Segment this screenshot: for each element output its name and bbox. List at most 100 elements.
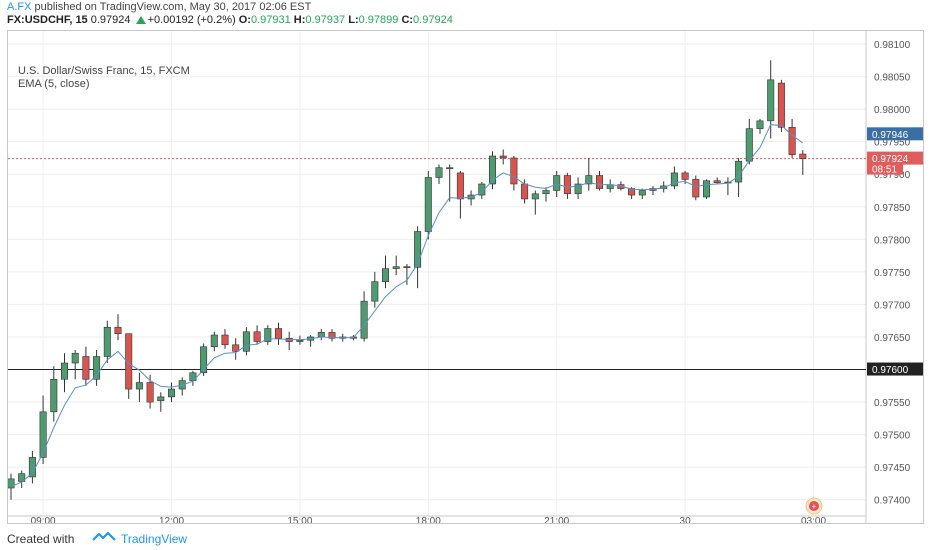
candle-body [446, 167, 454, 170]
y-tick-label: 0.97850 [874, 203, 911, 214]
candle-body [777, 82, 785, 128]
close-label: C: [401, 14, 414, 26]
symbol-label: FX:USDCHF, 15 [7, 14, 88, 26]
candle-body [328, 332, 336, 339]
hline-price-tag: 0.97600 [872, 365, 909, 376]
y-tick-label: 0.97900 [874, 170, 911, 181]
x-tick-label: 12:00 [159, 516, 184, 524]
open-value: 0.97931 [250, 14, 291, 26]
candle-body [403, 266, 411, 268]
low-value: 0.97899 [358, 14, 399, 26]
up-arrow-icon [135, 16, 146, 24]
candle-body [103, 326, 111, 357]
candle-body [799, 153, 807, 159]
footer: Created with TradingView [0, 526, 932, 550]
countdown-label: 08:51 [872, 165, 897, 176]
y-tick-label: 0.97950 [874, 138, 911, 149]
alert-marker-icon [809, 501, 819, 511]
x-tick-label: 15:00 [287, 516, 312, 524]
high-label: H: [293, 14, 306, 26]
candle-body [531, 193, 539, 200]
candle-body [381, 268, 389, 282]
candle-body [60, 362, 68, 380]
ohlc-line: FX:USDCHF, 15 0.97924 +0.00192 (+0.2%) O… [7, 14, 453, 26]
candle-body [595, 175, 603, 189]
ema-price-tag: 0.97946 [872, 130, 909, 141]
candle-body [424, 177, 432, 232]
candle-body [360, 300, 368, 339]
candle-body [478, 183, 486, 196]
y-tick-label: 0.97800 [874, 235, 911, 246]
candle-body [628, 188, 636, 196]
high-value: 0.97937 [305, 14, 346, 26]
candle-body [735, 160, 743, 183]
close-value: 0.97924 [413, 14, 453, 26]
candle-body [28, 457, 36, 478]
candle-body [125, 333, 133, 390]
publish-info: A.FX published on TradingView.com, May 3… [7, 1, 311, 13]
candle-body [253, 331, 261, 342]
x-tick-label: 18:00 [416, 516, 441, 524]
candle-body [8, 478, 15, 489]
candle-body [563, 175, 571, 195]
y-tick-label: 0.97550 [874, 398, 911, 409]
candle-body [713, 180, 721, 183]
candle-body [435, 167, 443, 178]
candle-body [638, 190, 646, 196]
y-tick-label: 0.97450 [874, 463, 911, 474]
legend-indicator: EMA (5, close) [18, 78, 90, 90]
candle-body [50, 378, 58, 413]
ema-price-tag-bg [867, 127, 923, 141]
candle-body [39, 411, 47, 458]
candle-body [82, 356, 90, 380]
x-tick-label: 21:00 [544, 516, 569, 524]
candle-body [788, 127, 796, 155]
candlestick-chart[interactable]: 0.97400 0.97450 0.97500 0.97550 0.97600 0.976… [8, 31, 924, 524]
y-tick-label: 0.97500 [874, 431, 911, 442]
published-text: published on TradingView.com, May 30, 20… [34, 1, 312, 13]
candle-body [542, 190, 550, 195]
chart-header: A.FX published on TradingView.com, May 3… [0, 0, 932, 30]
alert-plus-glyph: + [812, 502, 817, 511]
candle-body [553, 175, 561, 191]
candle-body [392, 266, 400, 269]
last-price-tag-bg [867, 151, 923, 165]
candle-body [296, 339, 304, 342]
y-tick-label: 0.98000 [874, 105, 911, 116]
candle-body [702, 180, 710, 198]
candle-body [574, 183, 582, 195]
chart-area[interactable]: 0.97400 0.97450 0.97500 0.97550 0.97600 0.976… [7, 30, 924, 524]
x-tick-label: 30 [680, 516, 692, 524]
candle-body [660, 185, 668, 189]
last-price: 0.97924 [90, 14, 131, 26]
tradingview-brand[interactable]: TradingView [121, 532, 188, 546]
candle-body [274, 328, 282, 339]
y-tick-label: 0.97650 [874, 333, 911, 344]
open-label: O: [238, 14, 251, 26]
candle-body [756, 120, 764, 129]
candle-body [371, 281, 379, 302]
candle-body [681, 172, 689, 180]
candle-body [488, 155, 496, 185]
y-tick-label: 0.97400 [874, 496, 911, 507]
price-change: +0.00192 (+0.2%) [147, 14, 236, 26]
ema-line [10, 124, 804, 488]
hline-price-tag-bg [867, 362, 923, 376]
last-price-tag: 0.97924 [872, 154, 909, 165]
tradingview-logo-icon [92, 531, 116, 541]
candle-body [317, 332, 325, 338]
candle-body [510, 157, 518, 185]
candle-body [767, 79, 775, 122]
candle-body [670, 172, 678, 187]
candle-body [71, 352, 79, 364]
candle-body [692, 179, 700, 198]
low-label: L: [348, 14, 359, 26]
candle-body [135, 382, 143, 390]
created-with-label: Created with [7, 532, 75, 546]
candle-body [456, 172, 464, 200]
candle-body [146, 382, 154, 403]
candle-body [264, 328, 272, 342]
candle-body [200, 346, 208, 374]
y-tick-label: 0.97700 [874, 300, 911, 311]
author-link[interactable]: A.FX [7, 1, 32, 13]
